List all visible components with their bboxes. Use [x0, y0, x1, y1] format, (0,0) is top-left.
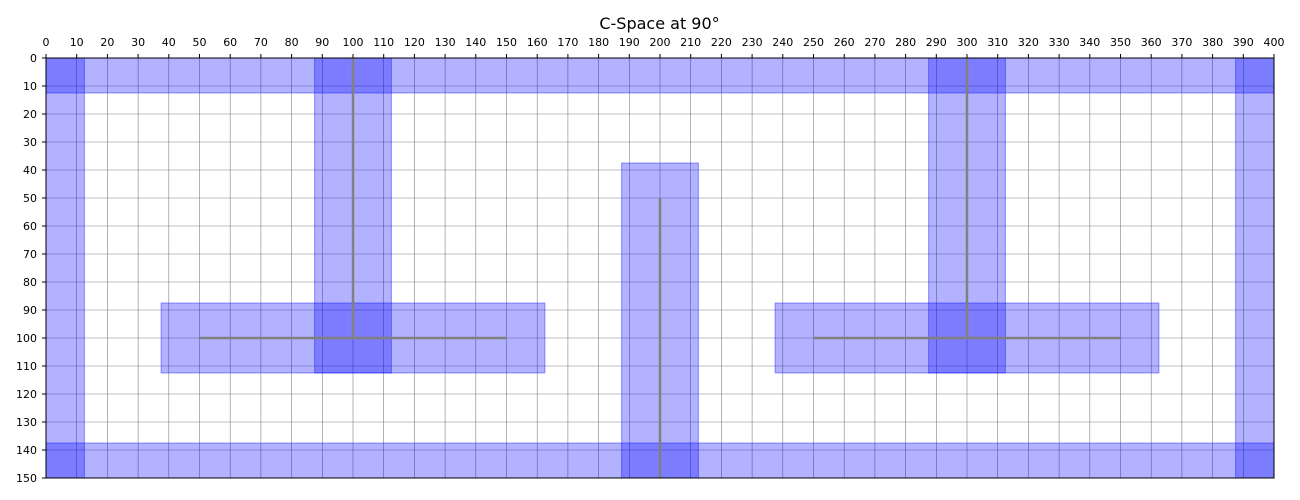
- x-tick-label: 90: [315, 36, 329, 49]
- x-tick-label: 0: [43, 36, 50, 49]
- x-tick-label: 130: [435, 36, 456, 49]
- y-tick-label: 0: [30, 52, 37, 65]
- x-tick-label: 310: [987, 36, 1008, 49]
- x-tick-label: 190: [619, 36, 640, 49]
- x-tick-label: 320: [1018, 36, 1039, 49]
- x-tick-label: 200: [650, 36, 671, 49]
- x-tick-label: 170: [557, 36, 578, 49]
- x-tick-label: 400: [1264, 36, 1285, 49]
- obstacle-segments: [199, 58, 1121, 478]
- x-tick-label: 30: [131, 36, 145, 49]
- y-tick-label: 50: [23, 192, 37, 205]
- x-tick-label: 160: [527, 36, 548, 49]
- x-tick-label: 260: [834, 36, 855, 49]
- x-tick-label: 60: [223, 36, 237, 49]
- x-tick-label: 180: [588, 36, 609, 49]
- x-tick-label: 40: [162, 36, 176, 49]
- y-tick-label: 140: [16, 444, 37, 457]
- x-tick-label: 20: [100, 36, 114, 49]
- x-tick-label: 100: [343, 36, 364, 49]
- x-tick-label: 150: [496, 36, 517, 49]
- x-tick-label: 50: [193, 36, 207, 49]
- x-tick-label: 230: [742, 36, 763, 49]
- y-axis-ticks: 0 10 20 30 40 50 60 70 80 90 100 110 120 130 140 150: [16, 52, 46, 485]
- x-tick-label: 330: [1049, 36, 1070, 49]
- y-tick-label: 120: [16, 388, 37, 401]
- x-tick-label: 70: [254, 36, 268, 49]
- x-tick-label: 270: [864, 36, 885, 49]
- y-tick-label: 60: [23, 220, 37, 233]
- y-tick-label: 30: [23, 136, 37, 149]
- x-tick-label: 220: [711, 36, 732, 49]
- x-tick-label: 360: [1141, 36, 1162, 49]
- x-tick-label: 10: [70, 36, 84, 49]
- x-tick-label: 390: [1233, 36, 1254, 49]
- cspace-obstacle-rect: [45, 57, 85, 479]
- cspace-obstacle-rect: [1235, 57, 1275, 479]
- y-tick-label: 80: [23, 276, 37, 289]
- y-tick-label: 70: [23, 248, 37, 261]
- x-tick-label: 250: [803, 36, 824, 49]
- y-tick-label: 40: [23, 164, 37, 177]
- figure-title: C-Space at 90°: [599, 14, 719, 33]
- x-tick-label: 370: [1171, 36, 1192, 49]
- x-tick-label: 290: [926, 36, 947, 49]
- x-tick-label: 240: [772, 36, 793, 49]
- x-tick-label: 380: [1202, 36, 1223, 49]
- y-tick-label: 130: [16, 416, 37, 429]
- x-tick-label: 350: [1110, 36, 1131, 49]
- x-tick-label: 120: [404, 36, 425, 49]
- plot-area: [45, 57, 1275, 479]
- x-tick-label: 80: [285, 36, 299, 49]
- y-tick-label: 110: [16, 360, 37, 373]
- y-tick-label: 90: [23, 304, 37, 317]
- y-tick-label: 150: [16, 472, 37, 485]
- x-axis-ticks: 0 10 20 30 40 50 60 70 80 90 100 110 120 130 140 150 160…: [43, 36, 1285, 58]
- y-tick-label: 100: [16, 332, 37, 345]
- y-tick-label: 20: [23, 108, 37, 121]
- cspace-obstacle-rect: [45, 57, 1275, 94]
- x-tick-label: 210: [680, 36, 701, 49]
- y-tick-label: 10: [23, 80, 37, 93]
- x-tick-label: 300: [957, 36, 978, 49]
- x-tick-label: 280: [895, 36, 916, 49]
- x-tick-label: 140: [465, 36, 486, 49]
- x-tick-label: 340: [1079, 36, 1100, 49]
- x-tick-label: 110: [373, 36, 394, 49]
